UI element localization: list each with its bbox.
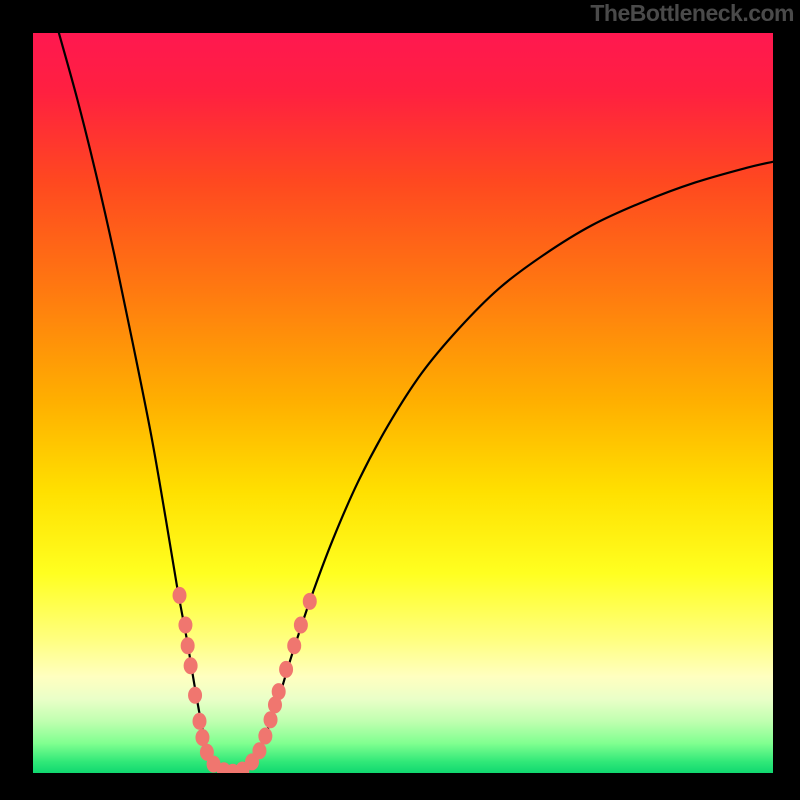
marker-bead (181, 637, 195, 654)
marker-bead (303, 593, 317, 610)
marker-bead (287, 637, 301, 654)
bottleneck-chart-svg (0, 0, 800, 800)
marker-bead (178, 617, 192, 634)
marker-bead (184, 657, 198, 674)
marker-bead (272, 683, 286, 700)
watermark-text: TheBottleneck.com (590, 0, 794, 27)
marker-bead (294, 617, 308, 634)
marker-bead (173, 587, 187, 604)
marker-bead (188, 687, 202, 704)
marker-bead (258, 728, 272, 745)
marker-bead (195, 729, 209, 746)
marker-bead (264, 711, 278, 728)
marker-bead (252, 742, 266, 759)
chart-container: TheBottleneck.com (0, 0, 800, 800)
marker-bead (279, 661, 293, 678)
marker-bead (193, 713, 207, 730)
